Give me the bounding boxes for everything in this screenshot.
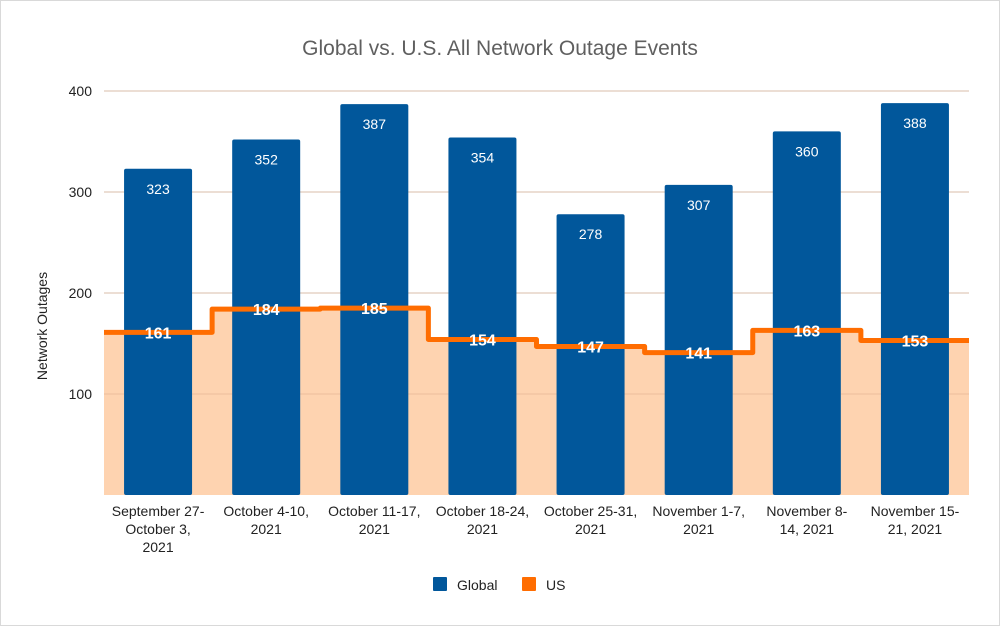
bar-global (772, 131, 841, 495)
legend-label-us: US (546, 577, 565, 593)
us-data-label: 185 (361, 301, 388, 318)
bar-data-label: 360 (795, 143, 819, 159)
us-data-label: 153 (902, 333, 929, 350)
bar-data-label: 352 (255, 151, 279, 167)
us-data-label: 147 (577, 340, 604, 357)
x-tick-label: October 25-31, 2021 (544, 503, 637, 537)
legend-swatch-us (522, 577, 536, 591)
bar-data-label: 388 (903, 115, 927, 131)
us-data-label: 161 (145, 325, 172, 342)
y-tick-label: 200 (69, 285, 93, 301)
us-data-label: 163 (793, 323, 820, 340)
chart-title: Global vs. U.S. All Network Outage Event… (302, 37, 698, 60)
x-axis-ticks: September 27-October 3, 2021 October 4-10,… (112, 503, 960, 555)
y-axis-label: Network Outages (34, 272, 50, 380)
x-tick-label: October 4-10, 2021 (223, 503, 309, 537)
bar-global (880, 103, 949, 496)
x-tick-label: October 11-17, 2021 (328, 503, 420, 537)
legend-swatch-global (433, 577, 447, 591)
us-data-label: 184 (253, 302, 280, 319)
x-tick-label: September 27-October 3, 2021 (112, 503, 205, 555)
global-bars (124, 103, 949, 496)
us-data-label: 141 (685, 346, 712, 363)
legend: Global US (433, 577, 565, 593)
bar-data-label: 354 (471, 149, 495, 165)
data-labels: 323 352 387 354 278 307 360 388 161 184 185 154 147 1… (145, 115, 929, 362)
us-data-label: 154 (469, 332, 496, 349)
y-tick-label: 100 (69, 386, 93, 402)
x-tick-label: October 18-24, 2021 (436, 503, 529, 537)
bar-data-label: 323 (146, 181, 170, 197)
y-tick-label: 300 (69, 184, 93, 200)
bar-global (556, 214, 625, 495)
us-step-line (104, 305, 969, 356)
x-tick-label: November 1-7, 2021 (652, 503, 745, 537)
x-tick-label: November 15-21, 2021 (871, 503, 960, 537)
bar-data-label: 278 (579, 226, 603, 242)
x-tick-label: November 8-14, 2021 (766, 503, 847, 537)
bar-data-label: 387 (363, 116, 387, 132)
bar-data-label: 307 (687, 197, 711, 213)
bar-global (340, 104, 409, 495)
y-tick-label: 400 (69, 83, 93, 99)
bar-global (664, 184, 733, 495)
bar-global (448, 137, 517, 495)
bar-global (232, 139, 301, 496)
us-step-line-layer (104, 305, 969, 356)
legend-label-global: Global (457, 577, 497, 593)
